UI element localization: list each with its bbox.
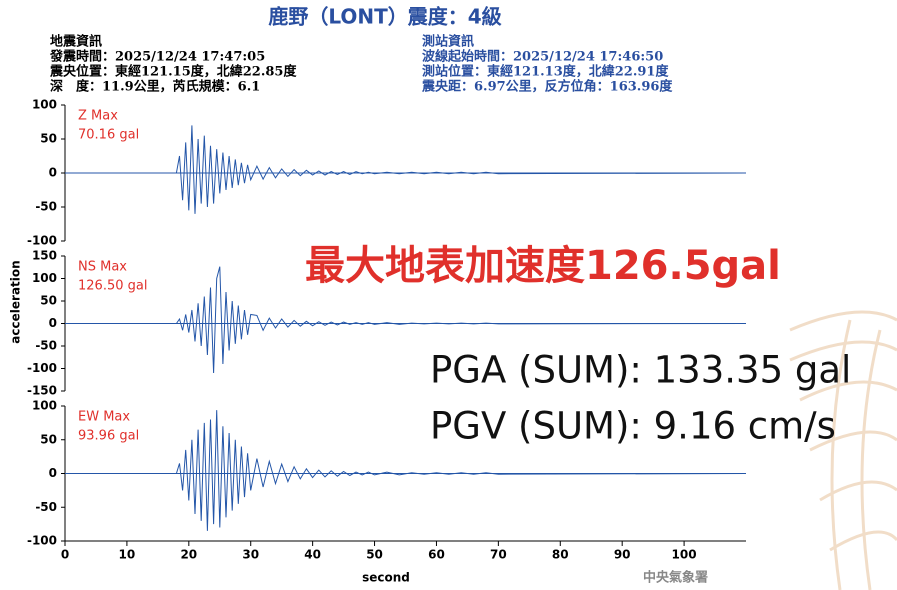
info-line: 波線起始時間：2025/12/24 17:46:50 bbox=[422, 49, 663, 65]
pga-max: 最大地表加速度126.5gal bbox=[305, 243, 781, 289]
x-axis-label: second bbox=[362, 571, 410, 585]
decoration bbox=[789, 310, 897, 590]
y-tick-label: 100 bbox=[32, 98, 57, 112]
y-axis-label: acceleration bbox=[9, 260, 23, 343]
y-tick-label: -150 bbox=[27, 384, 57, 398]
max-value: 126.50 gal bbox=[78, 279, 147, 294]
info-line: 地震資訊 bbox=[50, 34, 102, 50]
x-tick-label: 0 bbox=[61, 548, 69, 562]
info-line: 測站位置：東經121.13度，北緯22.91度 bbox=[422, 64, 669, 80]
x-tick-label: 70 bbox=[490, 548, 507, 562]
x-tick-label: 10 bbox=[119, 548, 136, 562]
x-tick-label: 80 bbox=[552, 548, 569, 562]
max-value: 93.96 gal bbox=[78, 429, 139, 444]
y-tick-label: -50 bbox=[35, 500, 57, 514]
pga-sum: PGA (SUM): 133.35 gal bbox=[430, 349, 851, 392]
y-tick-label: 0 bbox=[49, 466, 57, 480]
pgv-sum: PGV (SUM): 9.16 cm/s bbox=[430, 405, 836, 448]
y-tick-label: -50 bbox=[35, 339, 57, 353]
y-tick-label: -100 bbox=[27, 534, 57, 548]
y-tick-label: 50 bbox=[40, 294, 57, 308]
info-line: 震央位置：東經121.15度，北緯22.85度 bbox=[49, 64, 297, 80]
x-tick-label: 40 bbox=[304, 548, 321, 562]
info-line: 測站資訊 bbox=[422, 34, 474, 50]
y-tick-label: 50 bbox=[40, 132, 57, 146]
y-tick-label: 100 bbox=[32, 399, 57, 413]
x-tick-label: 50 bbox=[366, 548, 383, 562]
x-tick-label: 90 bbox=[614, 548, 631, 562]
x-tick-label: 100 bbox=[672, 548, 697, 562]
info-line: 發震時間：2025/12/24 17:47:05 bbox=[49, 49, 265, 65]
x-tick-label: 60 bbox=[428, 548, 445, 562]
component-label: NS Max bbox=[78, 260, 127, 275]
waveform bbox=[65, 266, 747, 374]
y-tick-label: -50 bbox=[35, 200, 57, 214]
x-tick-label: 30 bbox=[242, 548, 259, 562]
y-tick-label: 0 bbox=[49, 166, 57, 180]
y-tick-label: -100 bbox=[27, 234, 57, 248]
title: 鹿野（LONT）震度：4級 bbox=[268, 5, 501, 29]
info-line: 深 度：11.9公里，芮氏規模：6.1 bbox=[50, 79, 260, 95]
y-tick-label: 0 bbox=[49, 316, 57, 330]
waveform bbox=[65, 410, 747, 531]
max-value: 70.16 gal bbox=[78, 128, 139, 143]
component-label: EW Max bbox=[78, 410, 130, 425]
x-tick-label: 20 bbox=[180, 548, 197, 562]
agency: 中央氣象署 bbox=[643, 570, 708, 586]
y-tick-label: 100 bbox=[32, 271, 57, 285]
info-line: 震央距：6.97公里，反方位角：163.96度 bbox=[421, 79, 673, 95]
component-label: Z Max bbox=[78, 109, 118, 124]
y-tick-label: 50 bbox=[40, 432, 57, 446]
waveform bbox=[65, 125, 747, 214]
y-tick-label: -100 bbox=[27, 361, 57, 375]
y-tick-label: 150 bbox=[32, 249, 57, 263]
